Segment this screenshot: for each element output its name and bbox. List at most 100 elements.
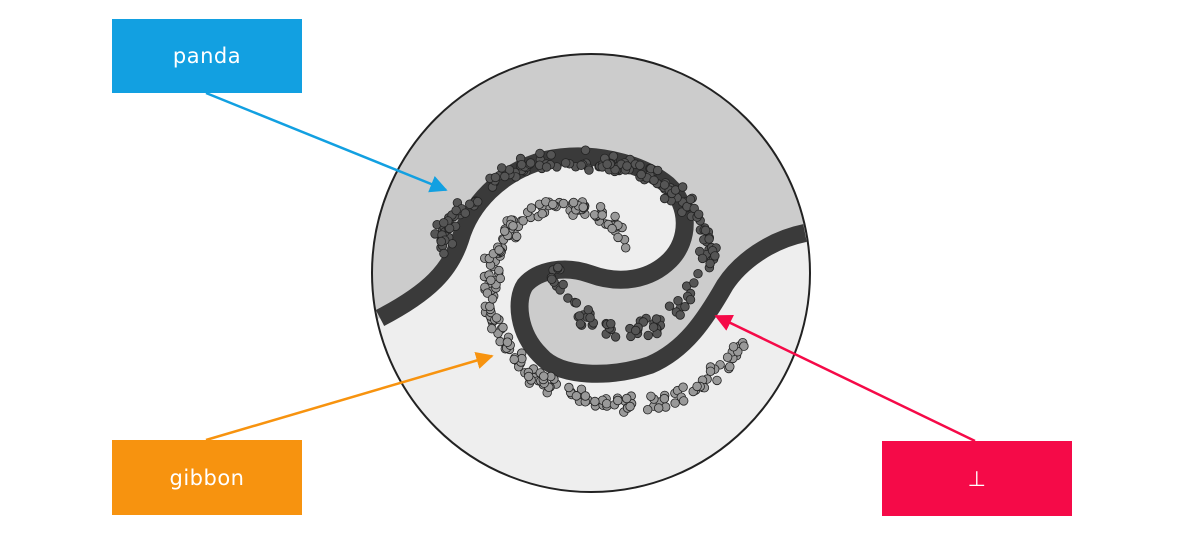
data-point [500, 226, 510, 236]
data-point [607, 223, 617, 234]
data-point [712, 375, 722, 386]
data-point [439, 218, 449, 228]
data-point [568, 197, 579, 208]
data-point [625, 401, 635, 412]
data-point [558, 279, 568, 290]
data-point [646, 391, 656, 402]
data-point [622, 161, 632, 171]
data-point [704, 234, 714, 244]
data-point [491, 313, 502, 323]
data-point [575, 319, 586, 329]
data-point [451, 205, 461, 216]
circle-outline [371, 53, 811, 493]
data-point [585, 313, 595, 323]
data-point [693, 269, 703, 279]
data-point [675, 310, 685, 320]
data-point [606, 319, 616, 329]
data-point [526, 203, 537, 213]
panda-region [372, 54, 810, 374]
data-point [490, 172, 501, 183]
data-point [673, 296, 683, 306]
data-point [553, 262, 563, 273]
data-point [590, 396, 600, 407]
panda-points [430, 145, 721, 342]
data-point [635, 160, 645, 171]
data-point [670, 398, 680, 408]
perp-label: ⊥ [882, 441, 1072, 516]
data-point [558, 198, 569, 209]
panda-label: panda [112, 19, 302, 93]
gibbon-arrow [205, 352, 494, 442]
data-point [613, 232, 623, 243]
data-point [447, 239, 458, 249]
gibbon-points [479, 197, 749, 417]
decision-boundary [375, 147, 808, 383]
data-point [535, 148, 545, 159]
data-point [685, 295, 696, 305]
data-point [580, 391, 591, 401]
data-point [509, 354, 519, 365]
data-point [613, 395, 623, 406]
data-point [705, 366, 716, 377]
data-point [653, 165, 663, 176]
data-point [725, 362, 735, 372]
data-point [487, 324, 497, 334]
data-point [651, 314, 662, 324]
perp-arrow [714, 314, 976, 443]
data-point [595, 201, 606, 212]
data-point [680, 302, 690, 312]
data-point [700, 225, 711, 236]
data-point [578, 202, 588, 212]
panda-label-text: panda [172, 44, 242, 68]
gibbon-label-text: gibbon [169, 465, 245, 490]
data-point [576, 160, 586, 171]
data-point [621, 243, 631, 253]
data-point [584, 165, 594, 175]
data-point [654, 403, 664, 413]
data-point [460, 208, 471, 218]
data-point [648, 322, 659, 332]
data-point [486, 275, 496, 286]
data-point [722, 352, 733, 363]
data-point [563, 293, 573, 303]
data-point [571, 391, 582, 401]
data-point [597, 210, 607, 220]
data-point [631, 325, 641, 336]
data-point [561, 158, 571, 168]
plot-area [372, 54, 810, 492]
data-point [525, 158, 536, 168]
panda-arrow [205, 91, 448, 193]
data-point [697, 253, 708, 264]
data-point [548, 199, 558, 210]
data-point [571, 298, 582, 308]
data-point [494, 265, 504, 276]
data-point [580, 145, 591, 155]
data-point [439, 248, 449, 259]
data-point [524, 371, 534, 382]
data-point [539, 371, 549, 381]
data-point [518, 216, 528, 226]
data-point [502, 337, 513, 347]
data-point [659, 193, 670, 204]
gibbon-label: gibbon [112, 440, 302, 515]
data-point [574, 311, 585, 321]
data-point [659, 180, 670, 190]
data-point [444, 223, 455, 234]
data-point [602, 159, 612, 169]
data-point [679, 396, 689, 406]
data-point [739, 341, 749, 351]
data-point [546, 150, 556, 160]
data-point [643, 405, 653, 415]
data-point [495, 273, 506, 284]
data-point [710, 251, 720, 261]
data-point [705, 258, 715, 269]
data-point [512, 231, 522, 242]
data-point [465, 199, 475, 209]
data-point [728, 342, 739, 352]
data-point [494, 245, 504, 255]
data-point [643, 330, 653, 341]
data-point [678, 182, 688, 192]
data-point [636, 169, 646, 180]
data-point [685, 194, 696, 205]
data-point [547, 274, 557, 285]
